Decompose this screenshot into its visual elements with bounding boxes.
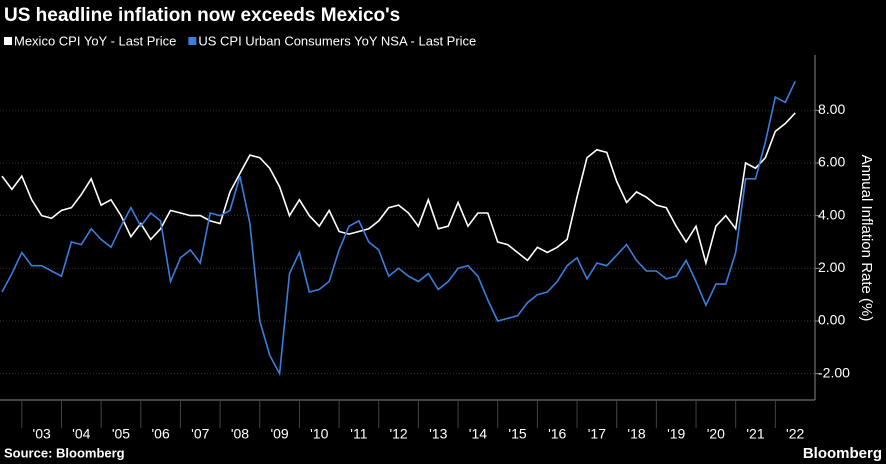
x-tick-label: '10 [310, 426, 328, 442]
x-tick-label: '08 [231, 426, 249, 442]
x-tick-label: '15 [508, 426, 526, 442]
x-tick-label: '03 [33, 426, 51, 442]
legend-swatch [4, 37, 12, 45]
line-series [1, 80, 796, 377]
legend-label: US CPI Urban Consumers YoY NSA - Last Pr… [198, 33, 476, 48]
x-tick-label: '09 [270, 426, 288, 442]
y-tick-label: 8.00 [818, 101, 845, 117]
chart-title: US headline inflation now exceeds Mexico… [4, 5, 400, 26]
brand: Bloomberg [803, 445, 882, 462]
x-tick-label: '18 [627, 426, 645, 442]
x-tick-label: '20 [707, 426, 725, 442]
x-tick-label: '04 [72, 426, 90, 442]
legend-label: Mexico CPI YoY - Last Price [14, 33, 176, 48]
y-tick-label: 4.00 [818, 206, 845, 222]
x-tick-label: '12 [389, 426, 407, 442]
y-tick-label: 6.00 [818, 154, 845, 170]
x-tick-label: '13 [429, 426, 447, 442]
x-tick-label: '16 [548, 426, 566, 442]
x-tick-label: '06 [151, 426, 169, 442]
x-tick-label: '19 [667, 426, 685, 442]
y-axis-title: Annual Inflation Rate (%) [858, 155, 875, 322]
y-tick-label: -2.00 [818, 364, 850, 380]
legend-swatch [188, 37, 197, 45]
x-tick-label: '07 [191, 426, 209, 442]
y-tick-label: 2.00 [818, 259, 845, 275]
source: Source: Bloomberg [4, 445, 125, 460]
line-series [1, 112, 796, 267]
x-tick-label: '05 [112, 426, 130, 442]
x-tick-label: '14 [469, 426, 487, 442]
y-tick-label: 0.00 [818, 312, 845, 328]
x-tick-label: '21 [746, 426, 764, 442]
x-tick-label: '17 [588, 426, 606, 442]
x-tick-label: '22 [786, 426, 804, 442]
x-tick-label: '11 [350, 426, 367, 442]
